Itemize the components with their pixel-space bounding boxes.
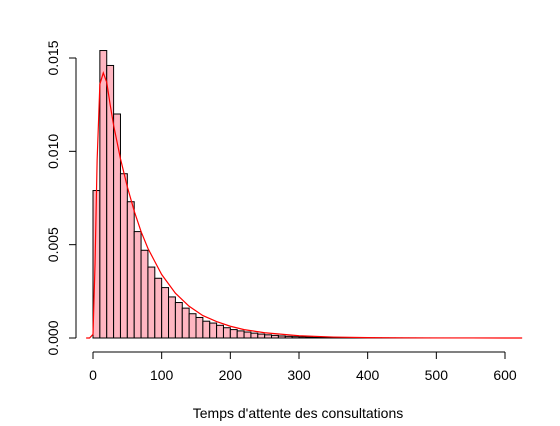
histogram-bar xyxy=(229,329,238,339)
x-tick-label: 200 xyxy=(219,367,243,383)
x-tick-label: 500 xyxy=(425,367,449,383)
histogram-bar xyxy=(264,334,273,339)
x-tick-label: 400 xyxy=(356,367,380,383)
histogram-bar xyxy=(236,330,245,339)
histogram-bar xyxy=(126,201,135,339)
histogram-bar xyxy=(291,336,300,339)
histogram-bar xyxy=(161,287,170,339)
histogram-bar xyxy=(298,336,307,339)
histogram-bar xyxy=(250,332,259,339)
histogram-bar xyxy=(319,336,327,339)
histogram-bar xyxy=(305,336,314,339)
histogram-bar xyxy=(188,313,197,339)
histogram-bar xyxy=(140,249,149,339)
histogram-bar xyxy=(222,327,231,339)
histogram-bar xyxy=(271,334,279,339)
histogram-bar xyxy=(119,173,128,339)
histogram-bar xyxy=(113,113,121,339)
histogram-bar xyxy=(277,335,286,339)
axes-layer: 0 100 200 300 400 500 600 0.000 0.005 0.010 0.015 xyxy=(45,40,517,383)
histogram-bar xyxy=(312,336,321,339)
histogram-bar xyxy=(202,320,211,339)
histogram-bar xyxy=(209,322,218,339)
histogram-bar xyxy=(181,307,190,339)
bars-layer xyxy=(92,50,506,339)
histogram-bar xyxy=(154,277,163,339)
histogram-bar xyxy=(257,333,266,339)
x-tick-label: 600 xyxy=(493,367,517,383)
histogram-bar xyxy=(243,331,252,339)
x-tick-label: 0 xyxy=(89,367,97,383)
y-tick-label: 0.015 xyxy=(45,40,61,75)
histogram-bar xyxy=(284,335,293,339)
y-tick-label: 0.010 xyxy=(45,134,61,169)
histogram-bar xyxy=(168,296,176,339)
histogram-bar xyxy=(147,266,156,339)
x-tick-label: 300 xyxy=(287,367,311,383)
density-curve xyxy=(86,71,523,339)
x-axis-label: Temps d'attente des consultations xyxy=(193,405,403,421)
histogram-bar xyxy=(133,231,142,339)
histogram-bar xyxy=(99,50,108,339)
histogram-bar xyxy=(216,324,224,339)
histogram-bar xyxy=(174,302,183,339)
y-tick-label: 0.000 xyxy=(45,320,61,355)
histogram-bar xyxy=(195,316,204,339)
x-tick-label: 100 xyxy=(150,367,174,383)
y-tick-label: 0.005 xyxy=(45,227,61,262)
